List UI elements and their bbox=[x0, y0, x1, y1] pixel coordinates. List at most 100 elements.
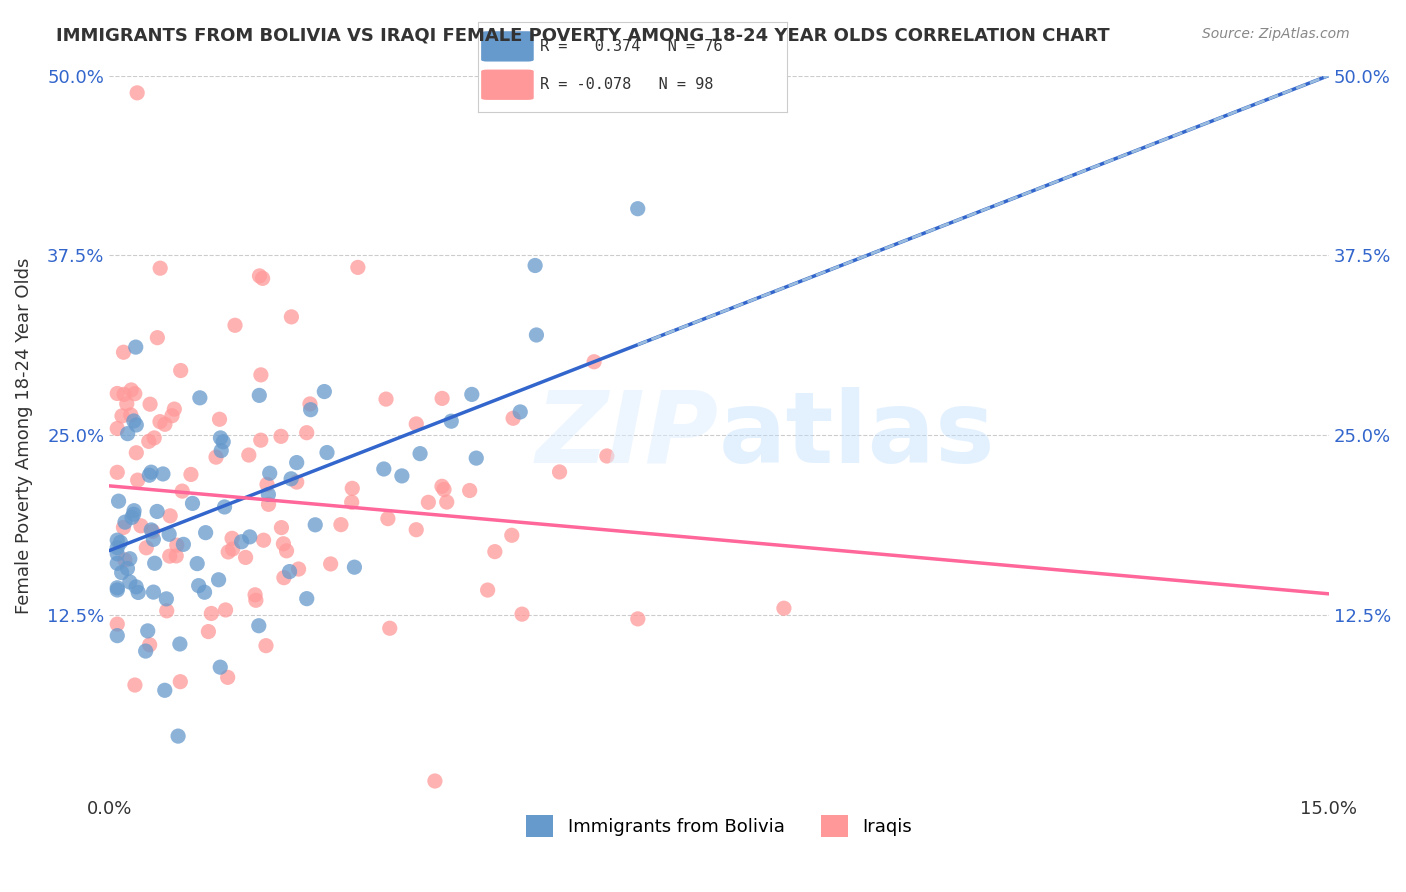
Point bbox=[627, 612, 650, 626]
Point bbox=[510, 607, 533, 621]
Point bbox=[122, 504, 145, 518]
Point bbox=[583, 355, 606, 369]
Point bbox=[193, 585, 215, 599]
Point bbox=[254, 639, 277, 653]
Point bbox=[314, 384, 336, 399]
Point bbox=[214, 603, 236, 617]
Point bbox=[110, 535, 132, 549]
Point bbox=[509, 405, 531, 419]
Point bbox=[112, 387, 135, 401]
Point bbox=[120, 408, 142, 422]
Point bbox=[214, 500, 236, 514]
Point bbox=[391, 469, 413, 483]
Point bbox=[143, 556, 166, 570]
Point bbox=[159, 508, 181, 523]
Point bbox=[276, 544, 298, 558]
Point bbox=[208, 412, 231, 426]
Point bbox=[122, 414, 145, 428]
Point bbox=[304, 517, 326, 532]
Point bbox=[138, 468, 160, 483]
Point bbox=[105, 541, 128, 555]
Point bbox=[149, 415, 172, 429]
Point bbox=[157, 527, 180, 541]
Point bbox=[217, 545, 239, 559]
Point bbox=[115, 397, 138, 411]
Point bbox=[142, 533, 165, 547]
Point bbox=[188, 391, 211, 405]
Point bbox=[105, 582, 128, 597]
Text: R =   0.374   N = 76: R = 0.374 N = 76 bbox=[540, 39, 723, 54]
Point bbox=[124, 678, 146, 692]
Point bbox=[247, 618, 270, 632]
Point bbox=[127, 86, 149, 100]
Point bbox=[146, 331, 169, 345]
Point bbox=[405, 523, 427, 537]
Point bbox=[526, 328, 548, 343]
Point bbox=[186, 557, 208, 571]
Point bbox=[125, 580, 148, 594]
Point bbox=[105, 556, 128, 570]
Text: Source: ZipAtlas.com: Source: ZipAtlas.com bbox=[1202, 27, 1350, 41]
Point bbox=[155, 591, 177, 606]
Point bbox=[153, 683, 176, 698]
Point bbox=[280, 310, 302, 324]
Point bbox=[378, 621, 401, 635]
Point bbox=[256, 477, 278, 491]
Point bbox=[249, 268, 271, 283]
Point bbox=[139, 465, 162, 479]
Point bbox=[118, 551, 141, 566]
Point bbox=[221, 532, 243, 546]
Point bbox=[477, 582, 499, 597]
Point bbox=[484, 544, 506, 558]
Point bbox=[111, 409, 134, 423]
Point bbox=[773, 601, 796, 615]
Point bbox=[270, 521, 292, 535]
Point bbox=[329, 517, 352, 532]
Point bbox=[458, 483, 481, 498]
Point bbox=[156, 604, 179, 618]
Point bbox=[209, 660, 232, 674]
Point bbox=[124, 386, 146, 401]
Point bbox=[142, 524, 165, 539]
Point bbox=[127, 585, 149, 599]
Point bbox=[212, 434, 235, 449]
Point bbox=[121, 510, 143, 524]
Point bbox=[170, 363, 193, 377]
Point bbox=[405, 417, 427, 431]
Point bbox=[295, 425, 318, 440]
Point bbox=[319, 557, 342, 571]
Point bbox=[299, 402, 322, 417]
Point bbox=[105, 547, 128, 561]
Point bbox=[524, 259, 547, 273]
Point bbox=[257, 487, 280, 501]
Point bbox=[377, 511, 399, 525]
Point bbox=[129, 518, 152, 533]
Point bbox=[257, 497, 280, 511]
Point bbox=[138, 638, 160, 652]
Point bbox=[252, 533, 274, 548]
Point bbox=[440, 414, 463, 428]
Point bbox=[252, 271, 274, 285]
Point bbox=[235, 550, 257, 565]
Point bbox=[501, 528, 523, 542]
Point bbox=[295, 591, 318, 606]
Point bbox=[205, 450, 228, 464]
Point bbox=[122, 507, 145, 521]
Point bbox=[221, 541, 243, 556]
Point bbox=[250, 368, 273, 382]
Point bbox=[135, 644, 157, 658]
Point bbox=[418, 495, 440, 509]
Point bbox=[112, 520, 135, 534]
Point bbox=[209, 431, 232, 445]
Point bbox=[181, 496, 204, 510]
Point bbox=[169, 637, 191, 651]
Point bbox=[548, 465, 571, 479]
Point bbox=[114, 553, 136, 567]
Point bbox=[245, 593, 267, 607]
Point bbox=[107, 494, 129, 508]
Point bbox=[627, 202, 650, 216]
Point bbox=[430, 479, 453, 493]
Point bbox=[224, 318, 246, 333]
Point bbox=[105, 629, 128, 643]
Point bbox=[231, 534, 253, 549]
